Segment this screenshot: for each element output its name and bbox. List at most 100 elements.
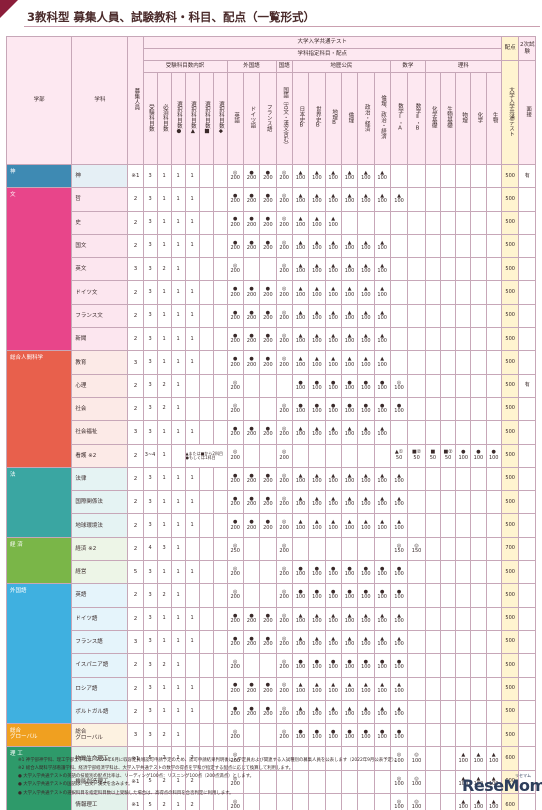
table-row: 経 済経済 ※2 2 4 3 1 ◎ 250 ◎ 200 ◎ 150 ◎ 150 700 <box>5 536 536 585</box>
subject-score-cell <box>470 466 487 492</box>
subject-score-cell <box>455 466 472 492</box>
num-breakdown-cell: 2 <box>156 257 172 282</box>
subject-score-cell: ▲ 100 <box>291 699 310 725</box>
header-pol: 政治・経済 <box>363 103 370 132</box>
capacity-cell: 2 <box>127 443 144 468</box>
num-breakdown-cell: 1 <box>170 513 186 538</box>
subject-score-cell: ● 200 <box>226 210 244 235</box>
interview-cell <box>518 350 536 375</box>
subject-score-cell <box>485 257 502 282</box>
title-area: 3教科型 募集人員、試験教科・科目、配点（一覧形式） <box>0 0 542 30</box>
subject-score-cell <box>485 536 502 562</box>
subject-score-cell <box>259 373 277 398</box>
subject-score-cell: ◎ 200 <box>275 536 293 562</box>
subject-score-cell: ◎ 150 <box>407 536 426 562</box>
subject-score-cell <box>485 466 502 492</box>
subject-score-cell: ▲ 100 <box>373 187 391 212</box>
subject-score-cell <box>439 513 457 538</box>
subject-score-cell: ● 200 <box>242 490 261 515</box>
subject-score-cell <box>424 793 442 810</box>
subject-score-cell <box>373 536 391 562</box>
num-breakdown-cell: 1 <box>156 629 172 655</box>
header-jh: 日本史B <box>298 106 305 129</box>
subject-score-cell <box>259 536 277 562</box>
subject-score-cell: ▲ 100 <box>308 466 326 492</box>
resemom-logo: ReseMom <box>462 776 542 795</box>
faculty-cell: 文 <box>5 187 73 352</box>
subject-score-cell: ▲ 100 <box>373 490 391 515</box>
subject-score-cell: ▲ 100 <box>308 187 326 212</box>
subject-score-cell <box>259 443 277 468</box>
dept-cell: ポルトガル語 <box>71 699 129 725</box>
title-underline <box>24 26 540 27</box>
subject-score-cell <box>485 233 502 259</box>
subject-score-cell <box>470 723 487 748</box>
subject-score-cell <box>439 629 457 655</box>
subject-score-cell: ● 200 <box>242 233 261 259</box>
num-breakdown-cell: 3 <box>142 606 158 631</box>
num-breakdown-cell: 1 <box>170 257 186 282</box>
num-breakdown-cell: 3 <box>142 490 158 515</box>
subject-score-cell <box>455 187 472 212</box>
subject-score-cell: ● 200 <box>242 187 261 212</box>
num-breakdown-cell: 1 <box>156 187 172 212</box>
num-breakdown-cell: 3 <box>142 280 158 305</box>
subject-score-cell <box>439 653 457 678</box>
subject-score-cell: ▲ 100 <box>373 233 391 259</box>
num-breakdown-cell <box>212 583 228 608</box>
num-breakdown-cell <box>198 653 214 678</box>
subject-score-cell <box>275 373 293 398</box>
num-breakdown-cell: 1 <box>184 280 200 305</box>
subject-score-cell <box>324 536 342 562</box>
subject-score-cell <box>389 327 409 352</box>
subject-score-cell: ▲ 100 <box>308 699 326 725</box>
dept-cell: フランス語 <box>71 629 129 655</box>
subject-score-cell: ● 100 <box>324 373 342 398</box>
faculty-cell: 外国語 <box>5 583 73 725</box>
total-score-cell: 500 <box>500 303 520 329</box>
subject-score-cell: ● 100 <box>389 396 409 422</box>
header-common-test: 大学入学共通テスト <box>142 36 502 49</box>
num-breakdown-cell: 1 <box>156 699 172 725</box>
subject-score-cell <box>424 187 442 212</box>
total-score-cell: 500 <box>500 723 520 748</box>
subject-score-cell: ● 100 <box>308 396 326 422</box>
num-breakdown-cell: 1 <box>170 466 186 492</box>
num-breakdown-cell: 1 <box>170 676 186 701</box>
interview-cell: 有 <box>518 373 536 398</box>
subject-score-cell <box>424 536 442 562</box>
subject-score-cell <box>455 163 472 189</box>
subject-score-cell <box>470 373 487 398</box>
interview-cell <box>518 443 536 468</box>
subject-score-cell: ◎ 200 <box>226 257 244 282</box>
total-score-cell: 600 <box>500 746 520 771</box>
subject-score-cell: ● 200 <box>259 490 277 515</box>
interview-cell <box>518 420 536 445</box>
header-phy: 物理 <box>461 111 468 123</box>
num-breakdown-cell: 1 <box>170 606 186 631</box>
subject-score-cell <box>424 420 442 445</box>
subject-score-cell: ● 200 <box>259 606 277 631</box>
subject-score-cell <box>439 280 457 305</box>
subject-score-cell: ◎ 200 <box>275 443 293 468</box>
interview-cell <box>518 746 536 771</box>
subject-score-cell <box>470 513 487 538</box>
num-breakdown-cell: 1 <box>184 560 200 585</box>
num-breakdown-cell: 3 <box>142 396 158 422</box>
footnotes: ※1 神学部神学科、理工学部全学科は、2022年6月に収容定員増認可申請予定のた… <box>18 757 488 798</box>
num-breakdown-cell: 1 <box>170 420 186 445</box>
subject-score-cell: ▲ 100 <box>357 513 375 538</box>
num-breakdown-cell <box>212 676 228 701</box>
table-row: ドイツ文 2 3 1 1 1 ● 200 ● 200 ● 200 ◎ 200 ▲ 100 ▲ 100 ▲… <box>7 280 536 305</box>
subject-score-cell <box>357 210 375 235</box>
table-row: 史 2 3 1 1 1 ● 200 ● 200 ● 200 ◎ 200 ▲ 100 ▲ 100 ▲ 10… <box>7 210 536 235</box>
subject-score-cell <box>424 490 442 515</box>
total-score-cell: 500 <box>500 676 520 701</box>
table-row: 情報理工 ※1 5 2 1 2 ◎ 200 ◎ 100 ◎ 100 ▲ 100 ▲ 100 ▲ 100… <box>7 793 536 810</box>
header-sel3: 選択科目数■ <box>203 100 210 135</box>
interview-cell <box>518 606 536 631</box>
subject-score-cell: ● 200 <box>226 466 244 492</box>
capacity-cell: 3 <box>127 350 144 375</box>
subject-score-cell <box>424 210 442 235</box>
subject-score-cell <box>407 350 426 375</box>
